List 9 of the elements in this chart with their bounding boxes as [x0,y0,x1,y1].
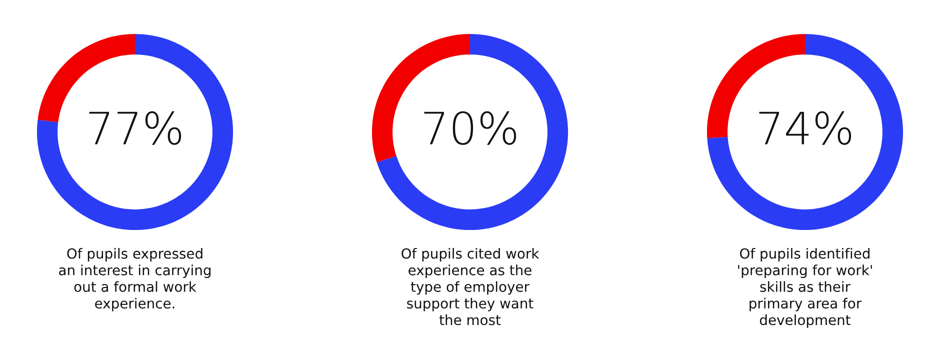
donut-slice [376,34,568,230]
text: 70% [424,111,516,145]
text: Of pupils identified 'preparing for work' skills as their primary area for development [738,248,872,328]
text: 74% [759,111,852,145]
text: Of pupils expressed an interest in carrying out a formal work experience. [59,248,210,312]
donut-slice [36,34,234,230]
text: 77% [89,111,182,145]
text: Of pupils cited work experience as the type of employer support they want the most [402,248,540,326]
donut-slice [707,34,904,230]
